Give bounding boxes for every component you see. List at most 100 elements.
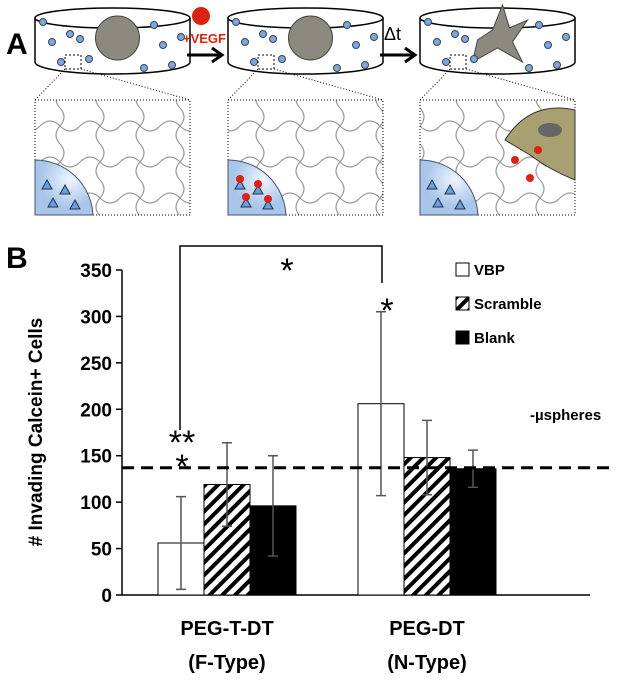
error-bar <box>422 419 432 496</box>
vegf-icon <box>192 7 210 25</box>
panel-label: A <box>6 28 28 61</box>
annotation: * <box>175 448 188 486</box>
stimulus-label: +VEGF <box>183 31 226 46</box>
microsphere <box>177 33 185 41</box>
y-tick-label: 350 <box>80 261 112 282</box>
microsphere <box>525 64 533 72</box>
error-bar <box>176 495 186 591</box>
legend-swatch <box>455 330 470 345</box>
arrow <box>380 46 418 64</box>
reference-label: -µspheres <box>530 407 601 424</box>
vegf <box>242 193 250 201</box>
microsphere <box>352 41 360 49</box>
peptide <box>432 196 444 208</box>
microsphere <box>241 38 249 46</box>
microsphere <box>66 30 74 38</box>
peptide <box>426 178 438 190</box>
microsphere <box>544 41 552 49</box>
microsphere <box>470 55 478 63</box>
zoom-lines <box>227 68 384 101</box>
y-tick-label: 250 <box>80 354 112 375</box>
zoom-region <box>449 54 467 70</box>
microsphere <box>424 18 432 26</box>
peptide <box>234 178 246 190</box>
time-label: Δt <box>384 24 401 44</box>
microsphere <box>553 61 561 69</box>
annotation: * <box>280 252 293 290</box>
vegf <box>264 195 272 203</box>
legend-label: Blank <box>474 330 516 347</box>
vegf <box>254 180 262 188</box>
microsphere <box>442 58 450 66</box>
nucleus <box>538 123 562 137</box>
y-tick-label: 150 <box>80 447 112 468</box>
microsphere <box>48 38 56 46</box>
microsphere <box>250 58 258 66</box>
legend-swatch <box>455 262 470 277</box>
y-tick-label: 50 <box>91 540 112 561</box>
vegf <box>511 156 519 164</box>
tissue <box>288 15 333 61</box>
microsphere <box>150 21 158 29</box>
error-bar <box>268 454 278 557</box>
y-tick-label: 0 <box>101 586 112 607</box>
microsphere <box>451 30 459 38</box>
microsphere <box>343 21 351 29</box>
microsphere <box>333 64 341 72</box>
microsphere <box>259 30 267 38</box>
microsphere <box>76 35 84 43</box>
annotation: * <box>380 292 393 330</box>
legend-label: VBP <box>474 262 505 279</box>
microsphere <box>361 61 369 69</box>
arrow <box>187 46 225 64</box>
peptide <box>69 198 81 210</box>
peptide <box>444 183 456 195</box>
panel-label: B <box>6 242 28 275</box>
peptide <box>252 183 264 195</box>
bracket <box>179 245 383 430</box>
microsphere <box>159 41 167 49</box>
zoom-region <box>257 54 275 70</box>
annotation: ** <box>169 424 195 462</box>
zoom-lines <box>34 68 191 101</box>
error-bar <box>222 441 232 528</box>
schematic <box>34 3 576 216</box>
y-tick-label: 300 <box>80 307 112 328</box>
peptide <box>240 196 252 208</box>
vegf <box>236 175 244 183</box>
y-axis-title: # Invading Calcein+ Cells <box>26 318 47 547</box>
vegf <box>534 146 542 154</box>
microsphere <box>461 35 469 43</box>
peptide <box>41 178 53 190</box>
bar <box>449 468 497 596</box>
peptide <box>59 183 71 195</box>
microsphere <box>57 58 65 66</box>
error-bar <box>376 311 386 497</box>
x-tick-label: PEG-DT (N-Type) <box>387 618 467 674</box>
legend-label: Scramble <box>474 296 542 313</box>
microsphere <box>85 55 93 63</box>
microsphere <box>278 55 286 63</box>
peptide <box>454 198 466 210</box>
peptide <box>262 198 274 210</box>
microsphere <box>232 18 240 26</box>
x-tick-label: PEG-T-DT (F-Type) <box>180 618 274 674</box>
microsphere <box>433 38 441 46</box>
tissue <box>95 15 140 61</box>
y-tick-label: 100 <box>80 493 112 514</box>
microsphere <box>39 18 47 26</box>
microsphere <box>269 35 277 43</box>
microsphere <box>168 61 176 69</box>
vegf <box>526 174 534 182</box>
y-tick-label: 200 <box>80 400 112 421</box>
tissue <box>471 3 529 64</box>
peptide <box>47 196 59 208</box>
microsphere <box>370 33 378 41</box>
zoom-region <box>64 54 82 70</box>
microsphere <box>562 33 570 41</box>
legend-swatch <box>455 296 470 311</box>
microsphere <box>140 64 148 72</box>
microsphere <box>535 21 543 29</box>
